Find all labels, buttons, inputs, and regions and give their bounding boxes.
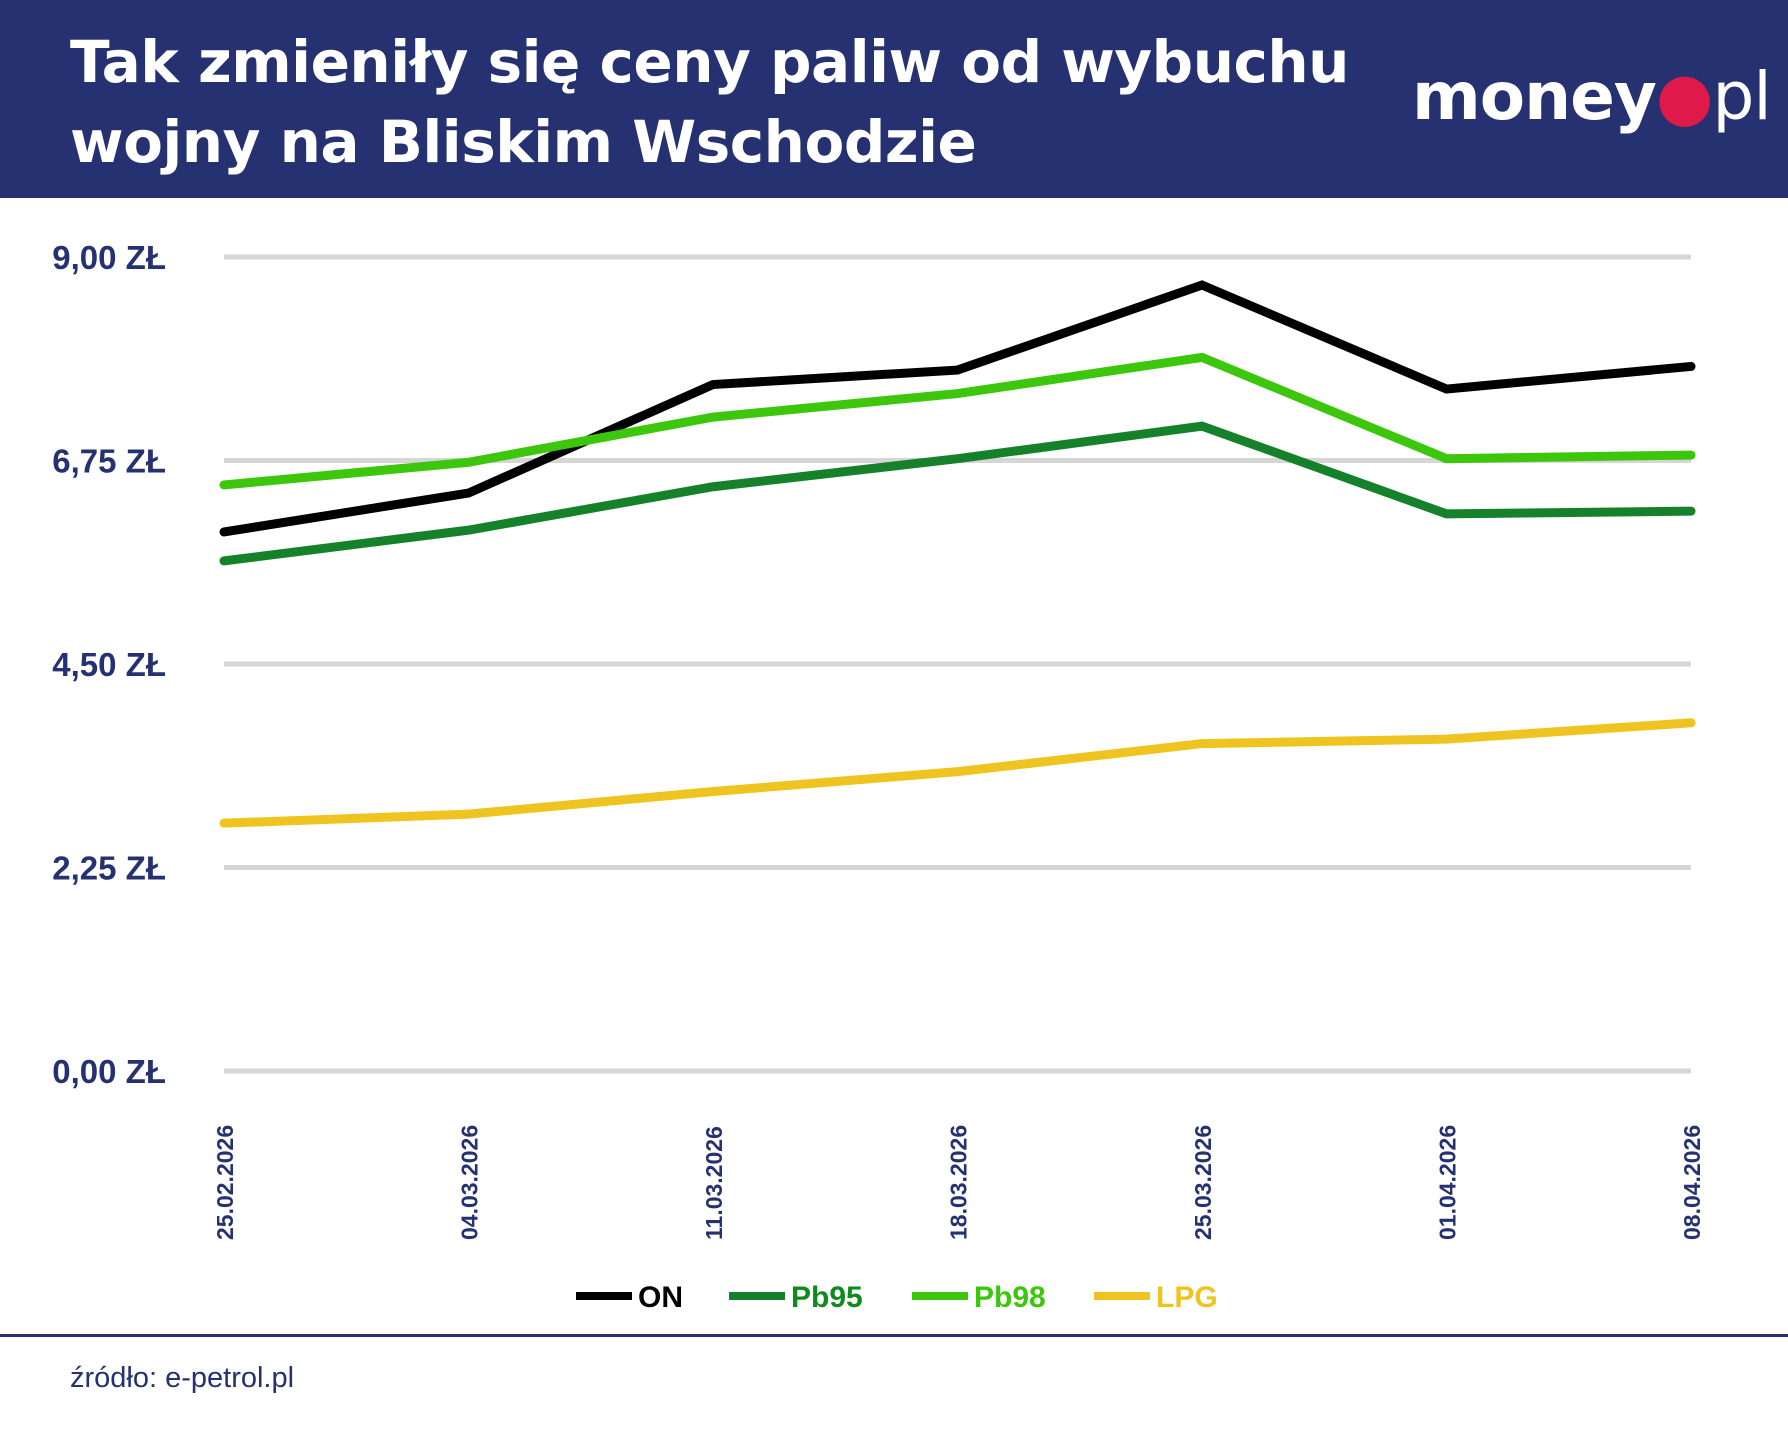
x-tick-label: 01.04.2026 [1435, 1125, 1461, 1240]
y-tick-label: 9,00 ZŁ [52, 239, 166, 276]
x-tick-label: 18.03.2026 [946, 1125, 972, 1240]
x-tick-label: 08.04.2026 [1679, 1125, 1705, 1240]
money-pl-logo: money●pl [1412, 58, 1772, 135]
legend-label-on: ON [638, 1281, 683, 1314]
series-line-on [219, 280, 1696, 537]
y-tick-label: 0,00 ZŁ [52, 1053, 166, 1090]
legend-label-pb95: Pb95 [791, 1281, 863, 1314]
x-tick-label: 25.02.2026 [212, 1125, 238, 1240]
legend-label-lpg: LPG [1156, 1281, 1218, 1314]
title-line-1: Tak zmieniły się ceny paliw od wybuchu [70, 28, 1349, 96]
footer-divider [0, 1334, 1788, 1337]
x-tick-label: 11.03.2026 [701, 1126, 727, 1240]
x-tick-label: 25.03.2026 [1190, 1125, 1216, 1240]
y-tick-label: 4,50 ZŁ [52, 646, 166, 683]
header: Tak zmieniły się ceny paliw od wybuchu w… [0, 0, 1788, 198]
series-line-pb98 [219, 352, 1696, 490]
series-line-lpg [219, 718, 1696, 828]
chart-title: Tak zmieniły się ceny paliw od wybuchu w… [70, 22, 1349, 182]
source-note: źródło: e-petrol.pl [70, 1362, 295, 1394]
title-line-2: wojny na Bliskim Wschodzie [70, 108, 977, 176]
legend-label-pb98: Pb98 [974, 1281, 1046, 1314]
y-tick-label: 2,25 ZŁ [52, 850, 166, 887]
y-tick-label: 6,75 ZŁ [52, 443, 166, 480]
x-tick-label: 04.03.2026 [457, 1125, 483, 1240]
